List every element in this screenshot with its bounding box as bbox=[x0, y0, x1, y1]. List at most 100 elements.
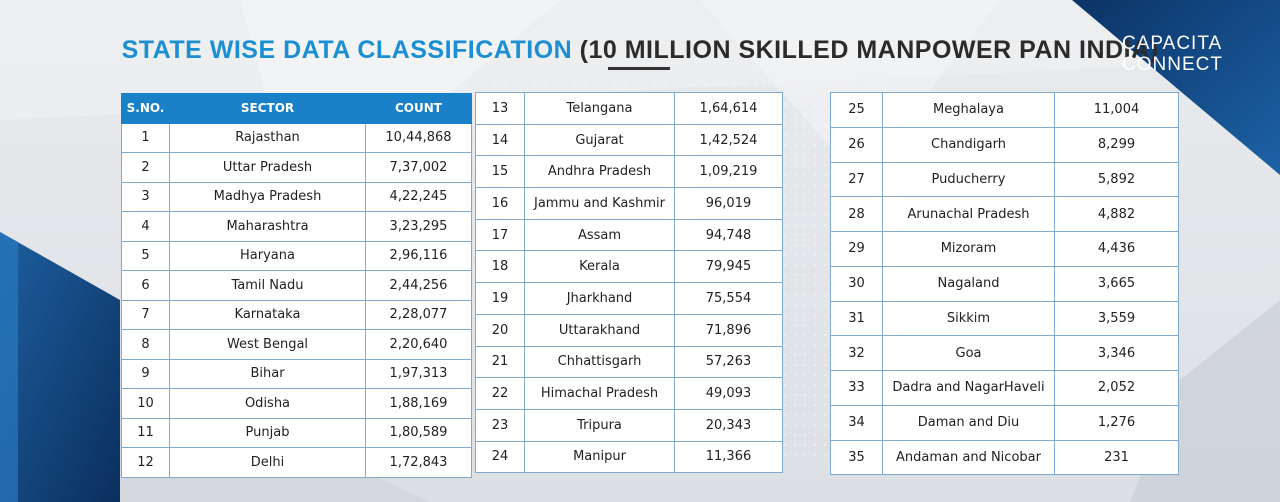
cell-count: 3,23,295 bbox=[365, 211, 472, 242]
cell-sector: Puducherry bbox=[882, 161, 1055, 198]
cell-sno: 20 bbox=[475, 313, 525, 347]
table-header-row: S.NO. SECTOR COUNT bbox=[121, 93, 472, 124]
cell-count: 75,554 bbox=[674, 282, 783, 315]
cell-sector: Rajasthan bbox=[169, 122, 366, 153]
cell-count: 1,80,589 bbox=[365, 417, 472, 448]
data-table-middle: 13 Telangana 1,64,614 14 Gujarat 1,42,524 15 An… bbox=[475, 92, 783, 474]
cell-sno: 34 bbox=[830, 404, 883, 441]
cell-sno: 14 bbox=[475, 123, 525, 157]
cell-sno: 4 bbox=[121, 211, 170, 242]
cell-sno: 16 bbox=[475, 187, 525, 220]
cell-count: 11,366 bbox=[674, 440, 783, 474]
cell-count: 2,44,256 bbox=[365, 270, 472, 301]
cell-sector: Punjab bbox=[169, 417, 366, 448]
cell-sector: Madhya Pradesh bbox=[169, 181, 366, 212]
cell-sno: 31 bbox=[830, 300, 883, 337]
cell-count: 57,263 bbox=[674, 345, 783, 379]
table-row: 10 Odisha 1,88,169 bbox=[121, 388, 472, 419]
cell-sno: 9 bbox=[121, 358, 170, 389]
table-row: 22 Himachal Pradesh 49,093 bbox=[475, 377, 783, 410]
cell-sector: Mizoram bbox=[882, 231, 1055, 267]
table-row: 2 Uttar Pradesh 7,37,002 bbox=[121, 152, 472, 183]
cell-sno: 10 bbox=[121, 388, 170, 419]
table-row: 24 Manipur 11,366 bbox=[475, 440, 783, 474]
cell-sno: 12 bbox=[121, 447, 170, 478]
cell-sno: 3 bbox=[121, 181, 170, 212]
cell-sector: Karnataka bbox=[169, 299, 366, 330]
table-row: 31 Sikkim 3,559 bbox=[830, 300, 1179, 337]
cell-count: 2,96,116 bbox=[365, 240, 472, 271]
table-row: 23 Tripura 20,343 bbox=[475, 408, 783, 442]
cell-count: 2,28,077 bbox=[365, 299, 472, 330]
cell-sno: 5 bbox=[121, 240, 170, 271]
table-row: 34 Daman and Diu 1,276 bbox=[830, 404, 1179, 441]
table-row: 5 Haryana 2,96,116 bbox=[121, 240, 472, 271]
table-row: 1 Rajasthan 10,44,868 bbox=[121, 122, 472, 153]
cell-sector: Gujarat bbox=[524, 123, 675, 157]
cell-sno: 11 bbox=[121, 417, 170, 448]
cell-sector: Uttar Pradesh bbox=[169, 152, 366, 183]
cell-sector: Kerala bbox=[524, 250, 675, 284]
column-header-count: COUNT bbox=[365, 93, 472, 124]
cell-sno: 8 bbox=[121, 329, 170, 360]
cell-count: 8,299 bbox=[1054, 126, 1179, 163]
cell-count: 20,343 bbox=[674, 408, 783, 442]
cell-sector: Odisha bbox=[169, 388, 366, 419]
cell-count: 96,019 bbox=[674, 187, 783, 220]
cell-sector: Meghalaya bbox=[882, 92, 1055, 128]
cell-count: 2,20,640 bbox=[365, 329, 472, 360]
table-row: 25 Meghalaya 11,004 bbox=[830, 92, 1179, 128]
cell-sno: 7 bbox=[121, 299, 170, 330]
cell-sector: Assam bbox=[524, 218, 675, 252]
cell-count: 71,896 bbox=[674, 313, 783, 347]
brand-line-1: CAPACITA bbox=[1122, 33, 1223, 54]
column-header-sector: SECTOR bbox=[169, 93, 366, 124]
cell-sno: 28 bbox=[830, 196, 883, 232]
cell-count: 7,37,002 bbox=[365, 152, 472, 183]
title-subtitle: (10 MILLION SKILLED MANPOWER PAN INDIA) bbox=[579, 36, 1159, 64]
cell-sector: Daman and Diu bbox=[882, 404, 1055, 441]
cell-sector: Chhattisgarh bbox=[524, 345, 675, 379]
cell-sector: Tripura bbox=[524, 408, 675, 442]
cell-sno: 24 bbox=[475, 440, 525, 474]
cell-sector: Tamil Nadu bbox=[169, 270, 366, 301]
cell-sno: 21 bbox=[475, 345, 525, 379]
table-row: 27 Puducherry 5,892 bbox=[830, 161, 1179, 198]
page-title: STATE WISE DATA CLASSIFICATION (10 MILLI… bbox=[0, 36, 1280, 65]
cell-sno: 33 bbox=[830, 370, 883, 406]
cell-count: 1,97,313 bbox=[365, 358, 472, 389]
title-underline bbox=[608, 67, 670, 70]
cell-sno: 30 bbox=[830, 265, 883, 302]
cell-count: 3,665 bbox=[1054, 265, 1179, 302]
cell-sector: Sikkim bbox=[882, 300, 1055, 337]
cell-count: 1,72,843 bbox=[365, 447, 472, 478]
cell-sno: 25 bbox=[830, 92, 883, 128]
cell-sno: 17 bbox=[475, 218, 525, 252]
cell-count: 4,22,245 bbox=[365, 181, 472, 212]
cell-count: 5,892 bbox=[1054, 161, 1179, 198]
cell-sector: Dadra and NagarHaveli bbox=[882, 370, 1055, 406]
cell-sector: Manipur bbox=[524, 440, 675, 474]
title-main: STATE WISE DATA CLASSIFICATION bbox=[121, 36, 573, 64]
table-row: 7 Karnataka 2,28,077 bbox=[121, 299, 472, 330]
cell-sno: 27 bbox=[830, 161, 883, 198]
table-row: 15 Andhra Pradesh 1,09,219 bbox=[475, 155, 783, 189]
cell-count: 1,09,219 bbox=[674, 155, 783, 189]
cell-sector: Andaman and Nicobar bbox=[882, 439, 1055, 476]
cell-sector: Bihar bbox=[169, 358, 366, 389]
cell-count: 4,436 bbox=[1054, 231, 1179, 267]
cell-sector: Goa bbox=[882, 335, 1055, 371]
cell-sector: Jammu and Kashmir bbox=[524, 187, 675, 220]
table-row: 12 Delhi 1,72,843 bbox=[121, 447, 472, 478]
table-row: 9 Bihar 1,97,313 bbox=[121, 358, 472, 389]
table-row: 16 Jammu and Kashmir 96,019 bbox=[475, 187, 783, 220]
table-row: 20 Uttarakhand 71,896 bbox=[475, 313, 783, 347]
cell-count: 1,42,524 bbox=[674, 123, 783, 157]
cell-sector: Nagaland bbox=[882, 265, 1055, 302]
cell-count: 94,748 bbox=[674, 218, 783, 252]
data-table-left: S.NO. SECTOR COUNT 1 Rajasthan 10,44,868 2 U… bbox=[121, 93, 472, 478]
table-row: 28 Arunachal Pradesh 4,882 bbox=[830, 196, 1179, 232]
table-row: 17 Assam 94,748 bbox=[475, 218, 783, 252]
cell-count: 1,88,169 bbox=[365, 388, 472, 419]
table-row: 3 Madhya Pradesh 4,22,245 bbox=[121, 181, 472, 212]
